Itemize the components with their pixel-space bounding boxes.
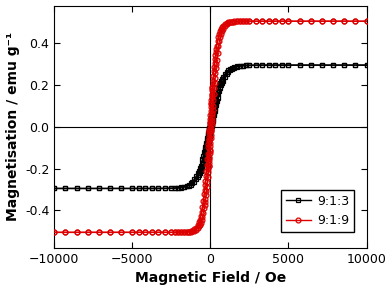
9:1:3 (331, 63, 336, 67)
9:1:3 (203, 155, 207, 158)
9:1:3 (207, 138, 211, 141)
9:1:9 (364, 19, 369, 23)
9:1:9 (52, 230, 57, 234)
9:1:3 (172, 187, 177, 190)
Y-axis label: Magnetisation / emu g⁻¹: Magnetisation / emu g⁻¹ (5, 32, 20, 221)
9:1:3 (205, 148, 209, 151)
9:1:9 (203, 200, 207, 204)
9:1:9 (206, 164, 211, 167)
9:1:9 (207, 162, 211, 165)
9:1:3 (52, 187, 57, 190)
9:1:3 (206, 139, 211, 142)
Line: 9:1:9: 9:1:9 (52, 19, 369, 235)
9:1:9 (63, 230, 68, 234)
9:1:9 (205, 185, 209, 189)
Line: 9:1:3: 9:1:3 (52, 63, 369, 191)
9:1:3 (364, 63, 369, 67)
9:1:9 (172, 230, 177, 234)
Legend: 9:1:3, 9:1:9: 9:1:3, 9:1:9 (281, 190, 354, 232)
9:1:9 (331, 19, 336, 23)
X-axis label: Magnetic Field / Oe: Magnetic Field / Oe (135, 272, 286, 285)
